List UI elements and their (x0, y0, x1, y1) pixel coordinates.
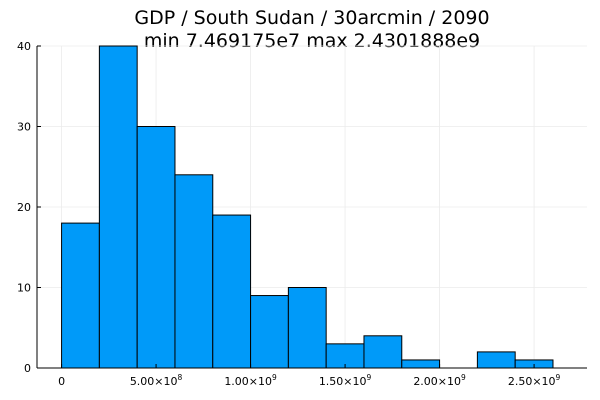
y-tick-label: 10 (17, 282, 31, 295)
y-tick-label: 40 (17, 40, 31, 53)
x-tick-label: 1.00×109 (224, 373, 277, 388)
histogram-bar (476, 351, 516, 369)
histogram-bar (136, 126, 176, 369)
histogram-bars (61, 45, 554, 369)
histogram-bar (250, 295, 289, 369)
histogram-bar (98, 45, 138, 369)
tick-labels: 0 10 20 30 40 0 5.00×108 1.00×109 1.50×109 2.00×1… (17, 40, 561, 388)
histogram-bar (174, 174, 214, 369)
x-tick-label: 2.50×109 (508, 373, 561, 388)
x-tick-label: 5.00×108 (130, 373, 183, 388)
y-tick-label: 0 (24, 362, 31, 375)
x-tick-label: 2.00×109 (413, 373, 466, 388)
chart-title: GDP / South Sudan / 30arcmin / 2090 (134, 7, 489, 29)
y-tick-label: 20 (17, 201, 31, 214)
y-tick-label: 30 (17, 121, 31, 134)
x-tick-label: 1.50×109 (319, 373, 372, 388)
histogram-bar (212, 214, 252, 369)
histogram-bar (401, 359, 441, 369)
x-tick-label: 0 (58, 375, 65, 388)
histogram-bar (61, 222, 100, 369)
histogram-bar (287, 287, 327, 369)
histogram-bar (363, 335, 403, 369)
chart-subtitle: min 7.469175e7 max 2.4301888e9 (144, 30, 480, 52)
axes (36, 45, 587, 369)
